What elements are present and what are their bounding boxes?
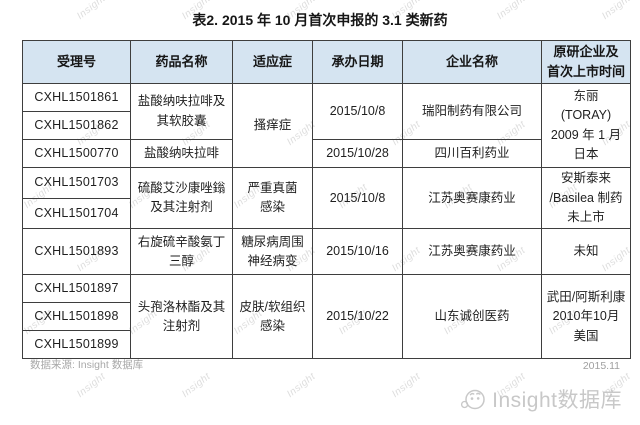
- watermark-text: Insight: [0, 371, 3, 400]
- header-drug-name: 药品名称: [130, 39, 233, 85]
- originator-cell: 武田/阿斯利康 2010年10月 美国: [541, 274, 631, 360]
- date-cell: 2015/10/8: [312, 167, 403, 230]
- insight-logo-text: Insight数据库: [492, 389, 622, 412]
- watermark-text: Insight: [180, 371, 213, 400]
- acceptance-cell: CXHL1500770: [22, 139, 131, 169]
- header-date: 承办日期: [312, 39, 403, 85]
- acceptance-cell: CXHL1501899: [22, 330, 131, 360]
- table-row: CXHL1501899: [22, 330, 631, 360]
- insight-logo: Insight数据库: [460, 384, 622, 414]
- indication-cell: 糖尿病周围 神经病变: [232, 228, 313, 276]
- watermark-text: Insight: [75, 371, 108, 400]
- originator-cell: 安斯泰来 /Basilea 制药 未上市: [541, 167, 631, 230]
- table-row: CXHL1501861 盐酸纳呋拉啡及 其软胶囊 搔痒症 2015/10/8 瑞…: [22, 83, 631, 169]
- acceptance-cell: CXHL1501898: [22, 302, 131, 332]
- drug-name-cell: 硫酸艾沙康唑鎓 及其注射剂: [130, 167, 233, 230]
- table-header-row: 受理号 药品名称 适应症 承办日期 企业名称 原研企业及 首次上市时间: [22, 39, 631, 85]
- company-cell: 江苏奥赛康药业: [402, 228, 542, 276]
- drug-name-cell: 右旋硫辛酸氨丁 三醇: [130, 228, 233, 276]
- new-drugs-table: 受理号 药品名称 适应症 承办日期 企业名称 原研企业及 首次上市时间 CXHL…: [22, 39, 631, 360]
- watermark-text: Insight: [0, 245, 3, 274]
- table-row: CXHL1501893 右旋硫辛酸氨丁 三醇 糖尿病周围 神经病变 2015/1…: [22, 228, 631, 276]
- header-indication: 适应症: [232, 39, 313, 85]
- drug-name-cell: 盐酸纳呋拉啡: [130, 139, 233, 169]
- table-row: CXHL1501897 头孢洛林酯及其 注射剂 皮肤/软组织 感染 2015/1…: [22, 274, 631, 360]
- date-cell: 2015/10/16: [312, 228, 403, 276]
- originator-cell: 未知: [541, 228, 631, 276]
- originator-cell: 东丽 (TORAY) 2009 年 1 月 日本: [541, 83, 631, 169]
- drug-name-cell: 盐酸纳呋拉啡及 其软胶囊: [130, 83, 233, 141]
- date-cell: 2015/10/8: [312, 83, 403, 141]
- data-source-note: 数据来源: Insight 数据库: [30, 359, 144, 371]
- acceptance-cell: CXHL1501897: [22, 274, 131, 304]
- insight-logo-icon: [461, 389, 485, 409]
- company-cell: 江苏奥赛康药业: [402, 167, 542, 230]
- watermark-text: Insight: [285, 371, 318, 400]
- table-row: CXHL1500770 盐酸纳呋拉啡 2015/10/28 四川百利药业: [22, 139, 631, 169]
- date-cell: 2015/10/22: [312, 274, 403, 360]
- header-originator: 原研企业及 首次上市时间: [541, 39, 631, 85]
- table-row: CXHL1501704: [22, 197, 631, 230]
- issue-date-label: 2015.11: [582, 360, 620, 372]
- drug-name-cell: 头孢洛林酯及其 注射剂: [130, 274, 233, 360]
- table-title: 表2. 2015 年 10 月首次申报的 3.1 类新药: [192, 12, 448, 28]
- acceptance-cell: CXHL1501862: [22, 111, 131, 141]
- acceptance-cell: CXHL1501703: [22, 167, 131, 199]
- acceptance-cell: CXHL1501704: [22, 197, 131, 230]
- header-acceptance-number: 受理号: [22, 39, 131, 85]
- indication-cell: 严重真菌 感染: [232, 167, 313, 230]
- indication-cell: 皮肤/软组织 感染: [232, 274, 313, 360]
- watermark-text: Insight: [390, 371, 423, 400]
- acceptance-cell: CXHL1501861: [22, 83, 131, 113]
- company-cell: 瑞阳制药有限公司: [402, 83, 542, 141]
- table-row: CXHL1501862: [22, 111, 631, 141]
- table-row: CXHL1501703 硫酸艾沙康唑鎓 及其注射剂 严重真菌 感染 2015/1…: [22, 167, 631, 230]
- acceptance-cell: CXHL1501893: [22, 228, 131, 276]
- company-cell: 四川百利药业: [402, 139, 542, 169]
- watermark-text: Insight: [0, 119, 3, 148]
- date-cell: 2015/10/28: [312, 139, 403, 169]
- header-company: 企业名称: [402, 39, 542, 85]
- indication-cell: 搔痒症: [232, 83, 313, 169]
- company-cell: 山东诚创医药: [402, 274, 542, 360]
